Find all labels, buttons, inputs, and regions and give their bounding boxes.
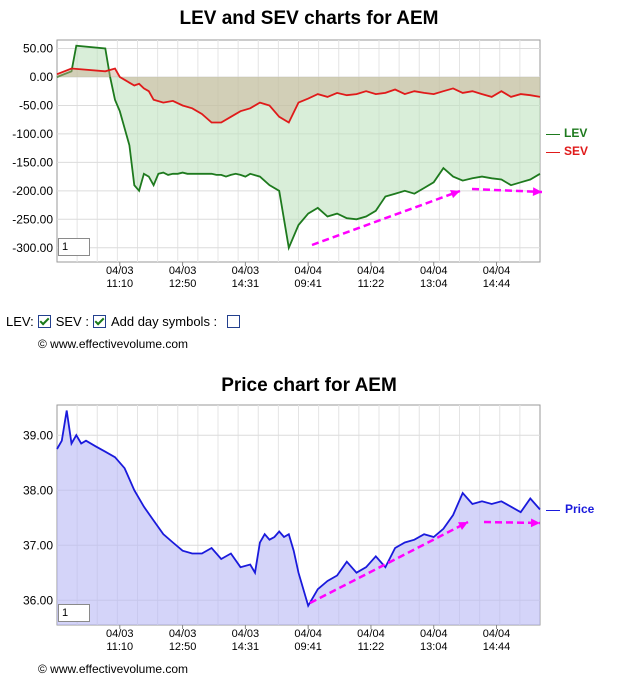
x-tick-date-label: 04/03 [169,628,197,640]
trend-arrow-lev-flat [471,187,543,194]
x-tick-time-label: 12:50 [169,641,197,653]
x-tick-time-label: 11:22 [358,641,385,653]
y-tick-label: -50.00 [19,98,53,112]
y-tick-label: 38.00 [23,483,53,497]
x-tick-date-label: 04/04 [420,628,448,640]
y-tick-label: -250.00 [12,212,53,226]
series-line-price [56,410,541,608]
price-chart: 39.0038.0037.0036.0004/0311:1004/0312:50… [23,404,541,653]
series-line-lev [56,44,541,251]
trend-arrow-lev-flat-head [532,187,542,196]
x-tick-time-label: 14:31 [232,641,260,653]
x-tick-date-label: 04/04 [357,265,385,277]
x-tick-time-label: 12:50 [169,278,197,290]
x-tick-date-label: 04/03 [232,628,260,640]
x-tick-time-label: 09:41 [294,641,322,653]
x-tick-date-label: 04/03 [232,265,260,277]
series-area-price [57,410,540,625]
series-area-lev [57,45,540,248]
x-tick-time-label: 11:22 [358,278,385,290]
y-tick-label: 50.00 [23,42,53,56]
y-tick-label: -150.00 [12,155,53,169]
lev-sev-chart-title: LEV and SEV charts for AEM [179,8,439,29]
x-tick-date-label: 04/03 [169,265,197,277]
trend-arrow-lev-rise-head [450,190,460,199]
x-tick-time-label: 11:10 [106,641,133,653]
price-legend-label: Price [565,502,595,516]
trend-arrow-price-rise-head [458,522,468,530]
price-zoom-input[interactable]: 1 [58,604,90,622]
lev-zoom-input[interactable]: 1 [58,238,90,256]
x-tick-date-label: 04/04 [483,265,511,277]
series-line-sev [56,67,541,124]
x-tick-date-label: 04/03 [106,628,134,640]
x-tick-time-label: 13:04 [420,278,448,290]
x-tick-time-label: 11:10 [106,278,133,290]
sev-legend-label: SEV [564,144,589,158]
day-symbols-label: Add day symbols : [110,314,218,329]
sev-checkbox[interactable] [92,315,106,328]
x-tick-date-label: 04/04 [420,265,448,277]
lev-legend-swatch [546,134,560,135]
lev-legend-label: LEV [564,126,588,140]
trend-arrow-price-flat [483,520,541,525]
copyright-top: © www.effectivevolume.com [38,337,189,351]
price-legend-swatch [546,510,560,511]
x-tick-date-label: 04/04 [357,628,385,640]
y-tick-label: 0.00 [30,70,54,84]
lev-toggle-label: LEV: [6,314,34,329]
y-tick-label: 39.00 [23,428,53,442]
trend-arrow-price-rise [309,520,469,605]
y-tick-label: -300.00 [12,241,53,255]
price-chart-title: Price chart for AEM [221,375,397,396]
y-tick-label: -200.00 [12,184,53,198]
lev-sev-chart: 50.00 0.00 -50.00 -100.00 -150.00 -200.00 -250… [12,39,543,290]
x-tick-date-label: 04/04 [294,265,322,277]
x-tick-date-label: 04/04 [294,628,322,640]
chart-controls: LEV: SEV : Add day symbols : [6,314,245,329]
trend-arrow-lev-rise [311,189,461,247]
x-tick-time-label: 09:41 [294,278,322,290]
y-tick-label: -100.00 [12,127,53,141]
y-tick-label: 36.00 [23,593,53,607]
x-tick-time-label: 14:31 [232,278,260,290]
y-tick-label: 37.00 [23,538,53,552]
x-tick-time-label: 13:04 [420,641,448,653]
trend-arrow-price-flat-head [530,518,540,528]
sev-legend-swatch [546,152,560,153]
series-area-sev [57,68,540,123]
lev-checkbox[interactable] [37,315,51,328]
x-tick-time-label: 14:44 [483,641,511,653]
sev-toggle-label: SEV : [55,314,89,329]
day-symbols-checkbox[interactable] [227,315,241,328]
x-tick-date-label: 04/04 [483,628,511,640]
x-tick-date-label: 04/03 [106,265,134,277]
copyright-bottom: © www.effectivevolume.com [38,662,189,676]
x-tick-time-label: 14:44 [483,278,511,290]
